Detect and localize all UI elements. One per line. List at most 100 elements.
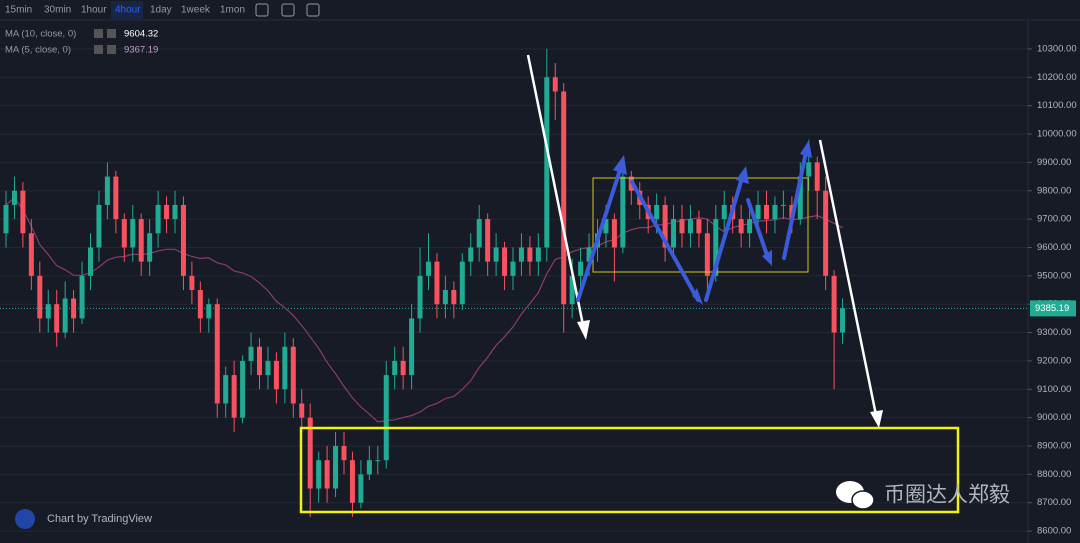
candle-body (502, 247, 508, 276)
zigzag-arrows (576, 150, 808, 302)
indicator-name: MA (5, close, 0) (5, 45, 71, 56)
candle-body (79, 275, 85, 319)
candle-body (442, 290, 448, 305)
candle-body (299, 403, 305, 418)
toolbar-icon[interactable] (281, 3, 295, 17)
candle-body (687, 219, 693, 234)
zz-head (736, 166, 749, 184)
candle-body (164, 204, 170, 220)
interval-button[interactable]: 30min (44, 5, 71, 16)
candle-body (747, 219, 753, 234)
candle-body (797, 176, 803, 220)
active-bg (111, 1, 143, 19)
candle-body (45, 304, 51, 319)
candle-body (780, 204, 786, 206)
candle-body (409, 318, 415, 376)
y-tick-label: 9300.00 (1037, 327, 1071, 338)
candle-body (349, 460, 355, 503)
candle-body (240, 360, 246, 418)
indicator-name: MA (10, close, 0) (5, 29, 76, 40)
y-tick-label: 8600.00 (1037, 526, 1071, 537)
candle-body (62, 298, 68, 333)
candle-body (721, 204, 727, 220)
y-tick-label: 8700.00 (1037, 497, 1071, 508)
candle-body (316, 460, 322, 489)
arrow-head (870, 410, 883, 428)
candle-body (248, 346, 254, 361)
interval-button[interactable]: 1day (150, 5, 172, 16)
y-tick-label: 9900.00 (1037, 157, 1071, 168)
interval-button[interactable]: 4hour (115, 5, 141, 16)
grid (0, 48, 1028, 532)
y-tick-label: 9500.00 (1037, 270, 1071, 281)
candle-body (20, 190, 26, 234)
candle-body (147, 233, 153, 262)
toolbar-icon[interactable] (255, 3, 269, 17)
candle-body (3, 204, 9, 234)
candle-body (88, 247, 93, 276)
indicator-btn (94, 45, 103, 54)
indicator-btn (94, 29, 103, 38)
toolbar: 15min 30min 1hour 4hour 1day 1week 1mon (5, 1, 320, 19)
candle-body (366, 460, 372, 475)
candle-body (603, 219, 609, 234)
candle-body (434, 261, 440, 305)
candle-body (273, 360, 279, 390)
candle-body (333, 446, 339, 489)
candle-body (341, 446, 347, 461)
interval-button[interactable]: 1hour (81, 5, 107, 16)
y-tick-label: 10000.00 (1037, 129, 1077, 140)
arrow-line (818, 139, 878, 416)
candle-body (671, 219, 677, 248)
zz-head (800, 140, 812, 158)
ma-line (5, 196, 843, 423)
candle-body (764, 204, 769, 220)
candle-body (755, 204, 761, 220)
candle-body (814, 162, 820, 191)
y-tick-label: 9200.00 (1037, 355, 1071, 366)
zz (704, 176, 744, 302)
wechat-account: 币圈达人郑毅 (884, 484, 1010, 507)
candle-body (28, 233, 34, 276)
indicator-value: 9604.32 (124, 29, 158, 40)
candle-body (696, 219, 702, 234)
zz-head (613, 155, 627, 175)
candle-body (840, 308, 846, 333)
price-axis: 8600.00 8700.00 8800.00 8900.00 9000.00 9100.… (1028, 21, 1080, 543)
candle-body (324, 460, 330, 489)
candle-body (383, 375, 389, 461)
interval-button[interactable]: 1mon (220, 5, 245, 16)
range-box (592, 177, 809, 273)
candle-body (510, 261, 516, 276)
candle-body (654, 204, 660, 220)
candle-body (223, 375, 229, 404)
interval-button[interactable]: 1week (181, 5, 211, 16)
candle-body (544, 77, 550, 248)
candle-body (620, 176, 626, 248)
y-tick-label: 10300.00 (1037, 43, 1077, 54)
interval-button[interactable]: 15min (5, 5, 32, 16)
candle-body (71, 298, 77, 319)
candle-body (180, 204, 186, 276)
candle-body (468, 247, 474, 262)
zz-head (762, 250, 772, 266)
candle-body (806, 162, 812, 177)
candle-body (704, 233, 710, 276)
candle-body (586, 247, 592, 262)
candle-body (172, 204, 178, 220)
y-tick-label: 9700.00 (1037, 214, 1071, 225)
y-tick-label: 9000.00 (1037, 412, 1071, 423)
candle-body (121, 219, 127, 248)
candle-body (189, 275, 195, 291)
candle-body (400, 360, 406, 376)
candle-body (130, 219, 136, 248)
candle-body (569, 275, 575, 305)
y-tick-label: 9100.00 (1037, 384, 1071, 395)
last-price-label: 9385.19 (1035, 303, 1069, 314)
zz (630, 180, 700, 302)
candle-body (679, 219, 685, 234)
y-tick-label: 9800.00 (1037, 185, 1071, 196)
candle-body (257, 346, 262, 376)
toolbar-icon[interactable] (306, 3, 320, 17)
